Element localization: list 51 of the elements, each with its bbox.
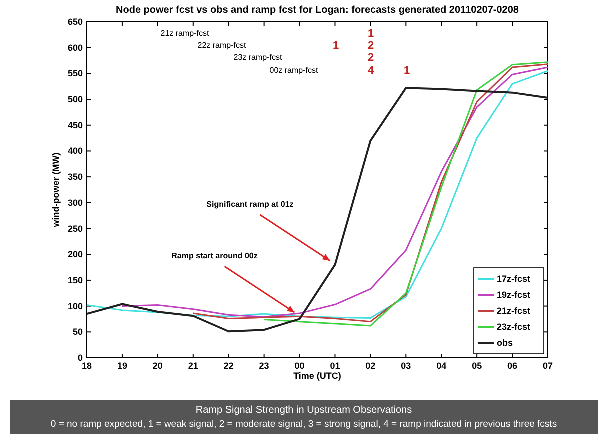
y-tick-label: 550	[68, 68, 83, 79]
x-tick-label: 07	[542, 361, 554, 371]
x-tick-label: 23	[259, 361, 270, 371]
y-tick-label: 300	[68, 198, 83, 208]
annotation: Significant ramp at 01z	[206, 200, 294, 209]
y-tick-label: 250	[68, 224, 83, 234]
x-axis-title: Time (UTC)	[294, 371, 342, 381]
x-tick-label: 21	[188, 361, 198, 371]
y-tick-label: 350	[68, 172, 83, 182]
x-tick-label: 22	[224, 361, 234, 371]
annotation: Ramp start around 00z	[172, 252, 258, 261]
annotation: 22z ramp-fcst	[198, 41, 247, 50]
x-tick-label: 00	[294, 361, 305, 371]
x-tick-label: 19	[117, 361, 128, 371]
annotation: 2	[368, 40, 374, 52]
x-tick-label: 03	[401, 361, 412, 371]
legend-label: obs	[497, 338, 514, 348]
annotation: 1	[368, 28, 374, 40]
legend-label: 21z-fcst	[497, 306, 531, 316]
legend-label: 19z-fcst	[497, 290, 531, 300]
x-tick-label: 05	[472, 361, 482, 371]
y-tick-label: 400	[68, 146, 83, 156]
annotation: 23z ramp-fcst	[234, 53, 283, 62]
y-tick-label: 200	[68, 250, 83, 260]
annotation: 00z ramp-fcst	[270, 66, 319, 75]
legend-label: 17z-fcst	[497, 274, 531, 284]
y-tick-label: 50	[72, 327, 83, 338]
chart-title: Node power fcst vs obs and ramp fcst for Logan: forecasts generated 20110207-0208	[116, 5, 520, 16]
y-axis-title: wind-power (MW)	[51, 152, 61, 228]
line-series	[192, 64, 549, 323]
y-tick-label: 500	[68, 94, 83, 105]
x-tick-label: 18	[82, 361, 92, 371]
y-tick-label: 150	[68, 275, 83, 286]
annotation: 1	[332, 40, 340, 52]
text: Ramp Signal Strength in Upstream Observations	[196, 405, 412, 416]
x-tick-label: 04	[436, 361, 447, 371]
x-tick-label: 20	[152, 361, 163, 371]
x-tick-label: 01	[330, 361, 340, 371]
annotation: 4	[368, 65, 375, 77]
x-tick-label: 02	[366, 361, 376, 371]
annotation: 2	[368, 52, 374, 64]
x-tick-label: 06	[508, 361, 518, 371]
y-tick-label: 450	[68, 120, 83, 130]
text: 0 = no ramp expected, 1 = weak signal, 2 = moderate signal, 3 = strong signal, 4 = ramp indicated in previous three fcsts	[50, 419, 558, 430]
y-tick-label: 100	[68, 301, 83, 312]
legend-label: 23z-fcst	[497, 322, 531, 332]
y-tick-label: 600	[68, 42, 83, 53]
annotation: 1	[404, 65, 410, 77]
y-tick-label: 650	[68, 17, 83, 27]
annotation: 21z ramp-fcst	[160, 29, 210, 38]
y-tick-label: 0	[78, 353, 83, 363]
